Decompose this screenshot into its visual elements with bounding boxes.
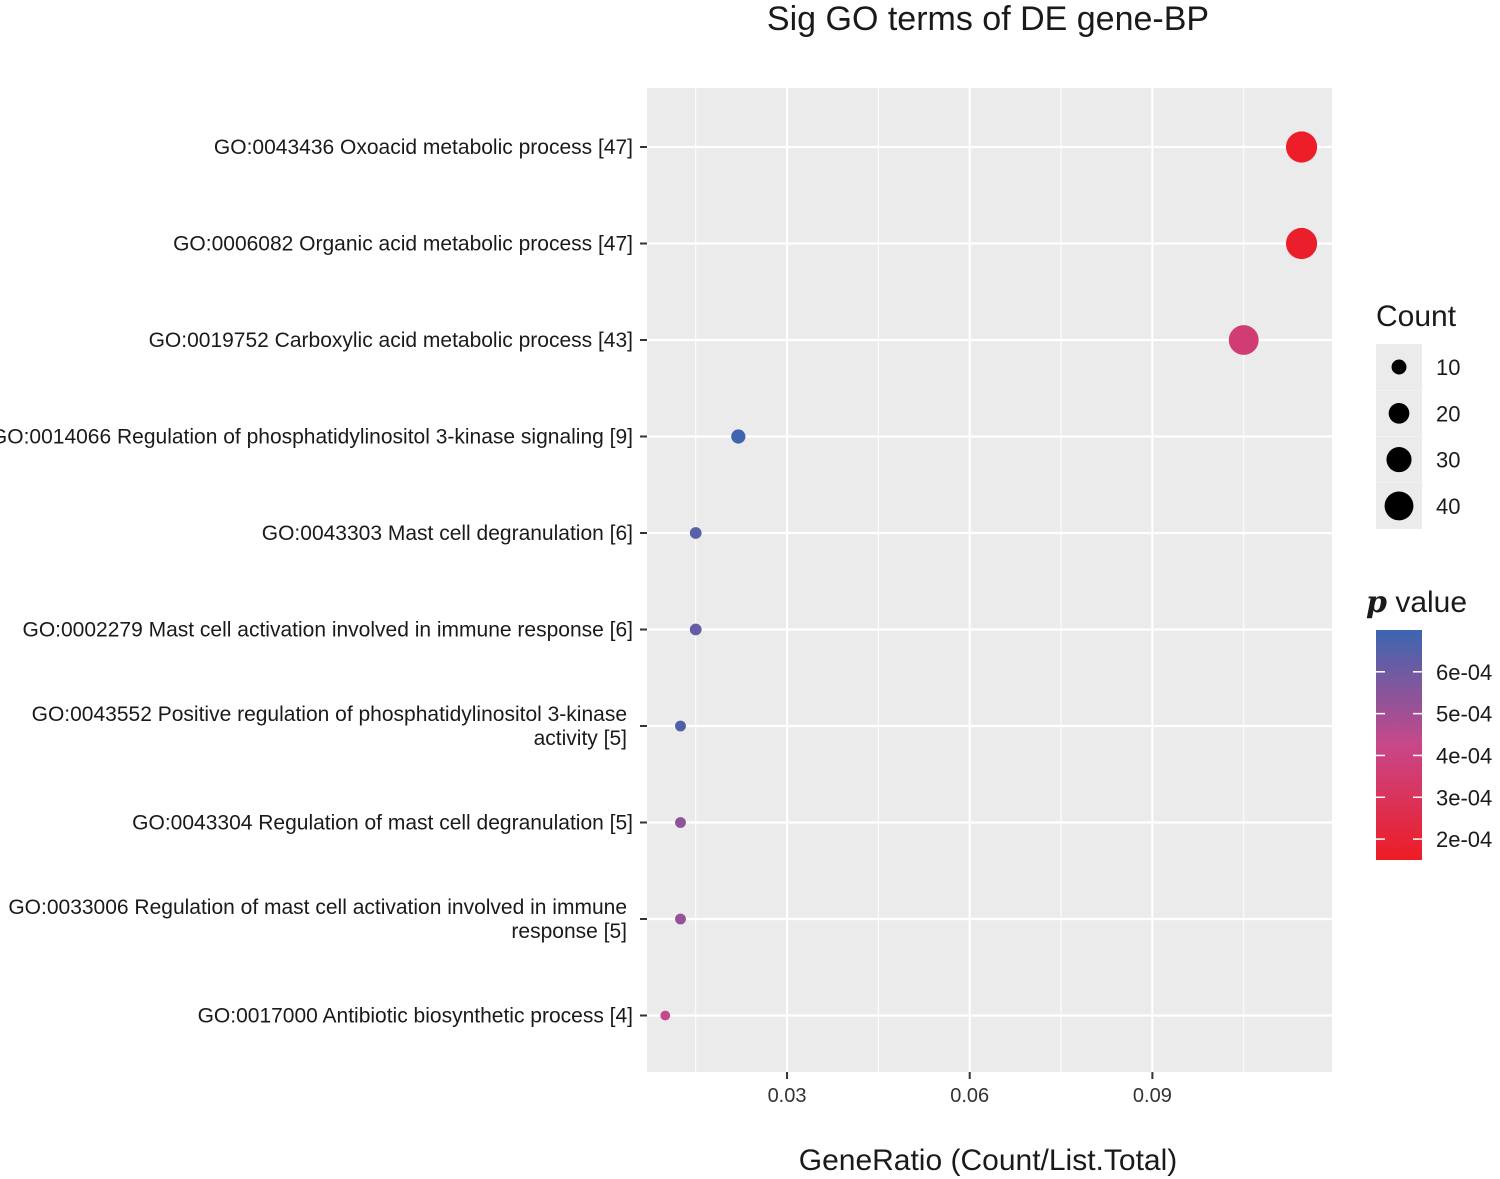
y-tick-label: activity [5]	[534, 727, 627, 750]
size-legend-label: 30	[1436, 448, 1460, 473]
data-point	[689, 623, 702, 636]
y-tick-label: GO:0006082 Organic acid metabolic proces…	[173, 233, 633, 256]
grid-minor	[695, 88, 1245, 1072]
color-bar	[1376, 630, 1422, 860]
size-legend-circle	[1388, 402, 1410, 424]
grid-major	[647, 88, 1332, 1072]
size-legend-label: 40	[1436, 494, 1460, 519]
y-tick-label: GO:0014066 Regulation of phosphatidylino…	[0, 426, 633, 449]
y-axis-ticks	[640, 146, 647, 1017]
y-tick-label: GO:0017000 Antibiotic biosynthetic proce…	[198, 1005, 633, 1028]
data-point	[689, 527, 702, 539]
color-legend-label: 5e-04	[1436, 702, 1492, 727]
x-tick-label: 0.09	[1133, 1085, 1172, 1107]
color-legend-title-rest: value	[1387, 586, 1467, 619]
size-legend-title: Count	[1376, 300, 1457, 333]
y-tick-label: GO:0043304 Regulation of mast cell degra…	[132, 812, 633, 835]
color-legend-label: 3e-04	[1436, 785, 1492, 810]
x-tick-label: 0.06	[950, 1085, 989, 1107]
y-tick-label: GO:0019752 Carboxylic acid metabolic pro…	[149, 329, 633, 352]
x-axis-labels: 0.03 0.06 0.09	[768, 1085, 1172, 1107]
y-tick-label: GO:0043303 Mast cell degranulation [6]	[262, 522, 633, 545]
size-legend: Count 10 20 30 40	[1376, 300, 1460, 529]
y-tick-label: GO:0043436 Oxoacid metabolic process [47…	[214, 136, 633, 159]
data-point	[675, 817, 686, 828]
x-axis-ticks	[786, 1072, 1154, 1079]
color-legend-label: 2e-04	[1436, 827, 1492, 852]
y-tick-label: response [5]	[511, 920, 627, 943]
color-legend-label: 4e-04	[1436, 743, 1492, 768]
color-legend-title-symbol: p	[1366, 585, 1387, 620]
size-legend-circle	[1386, 447, 1412, 473]
data-point	[1285, 227, 1318, 260]
x-tick-label: 0.03	[768, 1085, 807, 1107]
plot-panel	[647, 88, 1332, 1072]
chart-title: Sig GO terms of DE gene-BP	[767, 0, 1209, 38]
y-tick-label: GO:0002279 Mast cell activation involved…	[23, 619, 634, 642]
y-tick-label: GO:0033006 Regulation of mast cell activ…	[8, 896, 627, 919]
size-legend-label: 10	[1436, 355, 1460, 380]
y-axis-labels: GO:0043436 Oxoacid metabolic process [47…	[0, 136, 633, 1028]
color-legend-label: 6e-04	[1436, 660, 1492, 685]
color-legend-title: p value	[1366, 585, 1467, 620]
data-point	[1228, 325, 1259, 355]
data-point	[675, 913, 686, 925]
data-point	[731, 429, 746, 444]
size-legend-label: 20	[1436, 401, 1460, 426]
data-point	[1285, 131, 1318, 163]
data-points	[660, 131, 1318, 1021]
size-legend-circle	[1391, 359, 1407, 375]
y-tick-label: GO:0043552 Positive regulation of phosph…	[32, 703, 627, 726]
data-point	[675, 720, 686, 732]
color-legend: p value 6e-04 5e-04 4e-04 3e-04 2e-04	[1366, 585, 1492, 860]
size-legend-circle	[1384, 491, 1414, 521]
x-axis-label: GeneRatio (Count/List.Total)	[799, 1144, 1178, 1177]
data-point	[660, 1010, 671, 1021]
